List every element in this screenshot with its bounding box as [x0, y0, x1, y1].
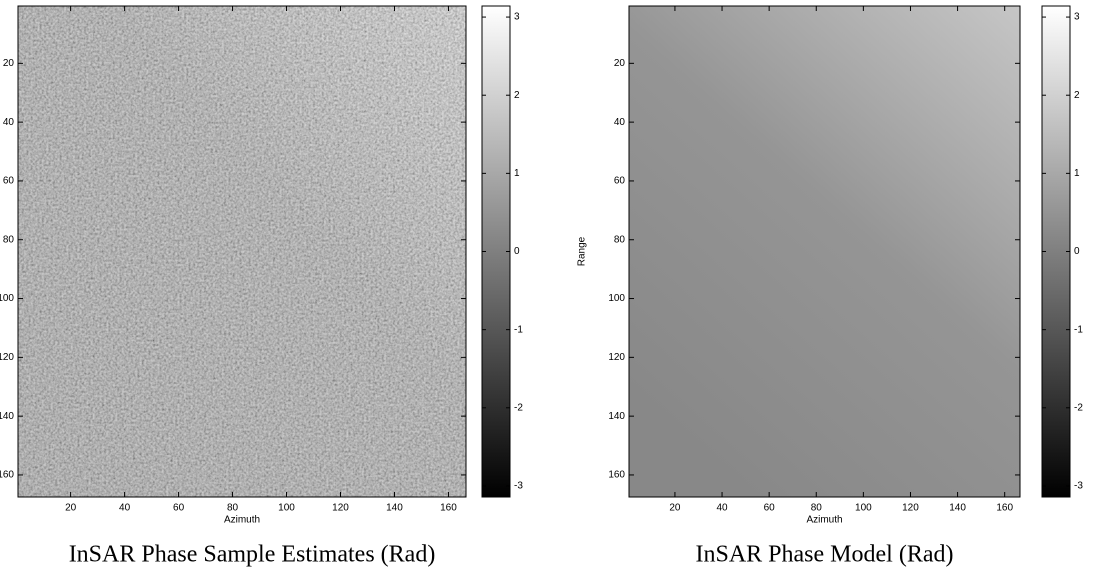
x-tick-label: 120 [332, 503, 349, 514]
x-tick-label: 160 [996, 503, 1013, 514]
y-tick-label: 80 [614, 234, 626, 245]
chart-title: InSAR Phase Sample Estimates (Rad) [69, 542, 436, 568]
y-axis-label: Range [577, 236, 588, 266]
colorbar-tick-label: -3 [1074, 481, 1083, 492]
x-tick-label: 100 [278, 503, 295, 514]
colorbar-tick-label: -1 [514, 324, 523, 335]
x-tick-label: 80 [811, 503, 823, 514]
y-tick-label: 160 [0, 470, 14, 481]
x-tick-label: 80 [227, 503, 239, 514]
chart-title: InSAR Phase Model (Rad) [696, 542, 954, 568]
x-tick-label: 140 [949, 503, 966, 514]
colorbar [1041, 5, 1071, 498]
y-tick-label: 100 [0, 293, 14, 304]
y-tick-label: 20 [614, 58, 626, 69]
x-tick-label: 60 [764, 503, 776, 514]
colorbar [481, 5, 511, 498]
image [629, 6, 1020, 497]
y-tick-label: 140 [0, 411, 14, 422]
y-tick-label: 140 [608, 411, 625, 422]
colorbar-tick-label: 2 [1074, 90, 1080, 101]
y-tick-label: 100 [608, 293, 625, 304]
colorbar-tick-label: 1 [514, 168, 520, 179]
x-tick-label: 120 [902, 503, 919, 514]
axes-frame [17, 5, 467, 498]
axes-frame [628, 5, 1021, 498]
y-tick-label: 20 [3, 58, 15, 69]
colorbar-tick-label: -2 [1074, 402, 1083, 413]
image-noise [18, 6, 466, 497]
x-axis-label: Azimuth [224, 515, 260, 526]
y-tick-label: 60 [3, 176, 15, 187]
y-tick-label: 120 [0, 352, 14, 363]
colorbar-tick-label: 2 [514, 90, 520, 101]
y-tick-label: 80 [3, 234, 15, 245]
x-tick-label: 100 [855, 503, 872, 514]
colorbar-tick-label: 3 [514, 12, 520, 23]
x-tick-label: 40 [119, 503, 131, 514]
x-tick-label: 60 [173, 503, 185, 514]
colorbar-tick-label: -2 [514, 402, 523, 413]
y-tick-label: 160 [608, 470, 625, 481]
x-tick-label: 140 [386, 503, 403, 514]
x-axis-label: Azimuth [806, 515, 842, 526]
colorbar-tick-label: 1 [1074, 168, 1080, 179]
colorbar-tick-label: -3 [514, 481, 523, 492]
y-tick-label: 120 [608, 352, 625, 363]
x-tick-label: 40 [716, 503, 728, 514]
colorbar-tick-label: -1 [1074, 324, 1083, 335]
colorbar-tick-label: 0 [514, 246, 520, 257]
colorbar-tick-label: 3 [1074, 12, 1080, 23]
x-tick-label: 160 [440, 503, 457, 514]
y-tick-label: 40 [3, 117, 15, 128]
x-tick-label: 20 [65, 503, 77, 514]
colorbar-tick-label: 0 [1074, 246, 1080, 257]
y-tick-label: 40 [614, 117, 626, 128]
y-tick-label: 60 [614, 176, 626, 187]
x-tick-label: 20 [669, 503, 681, 514]
